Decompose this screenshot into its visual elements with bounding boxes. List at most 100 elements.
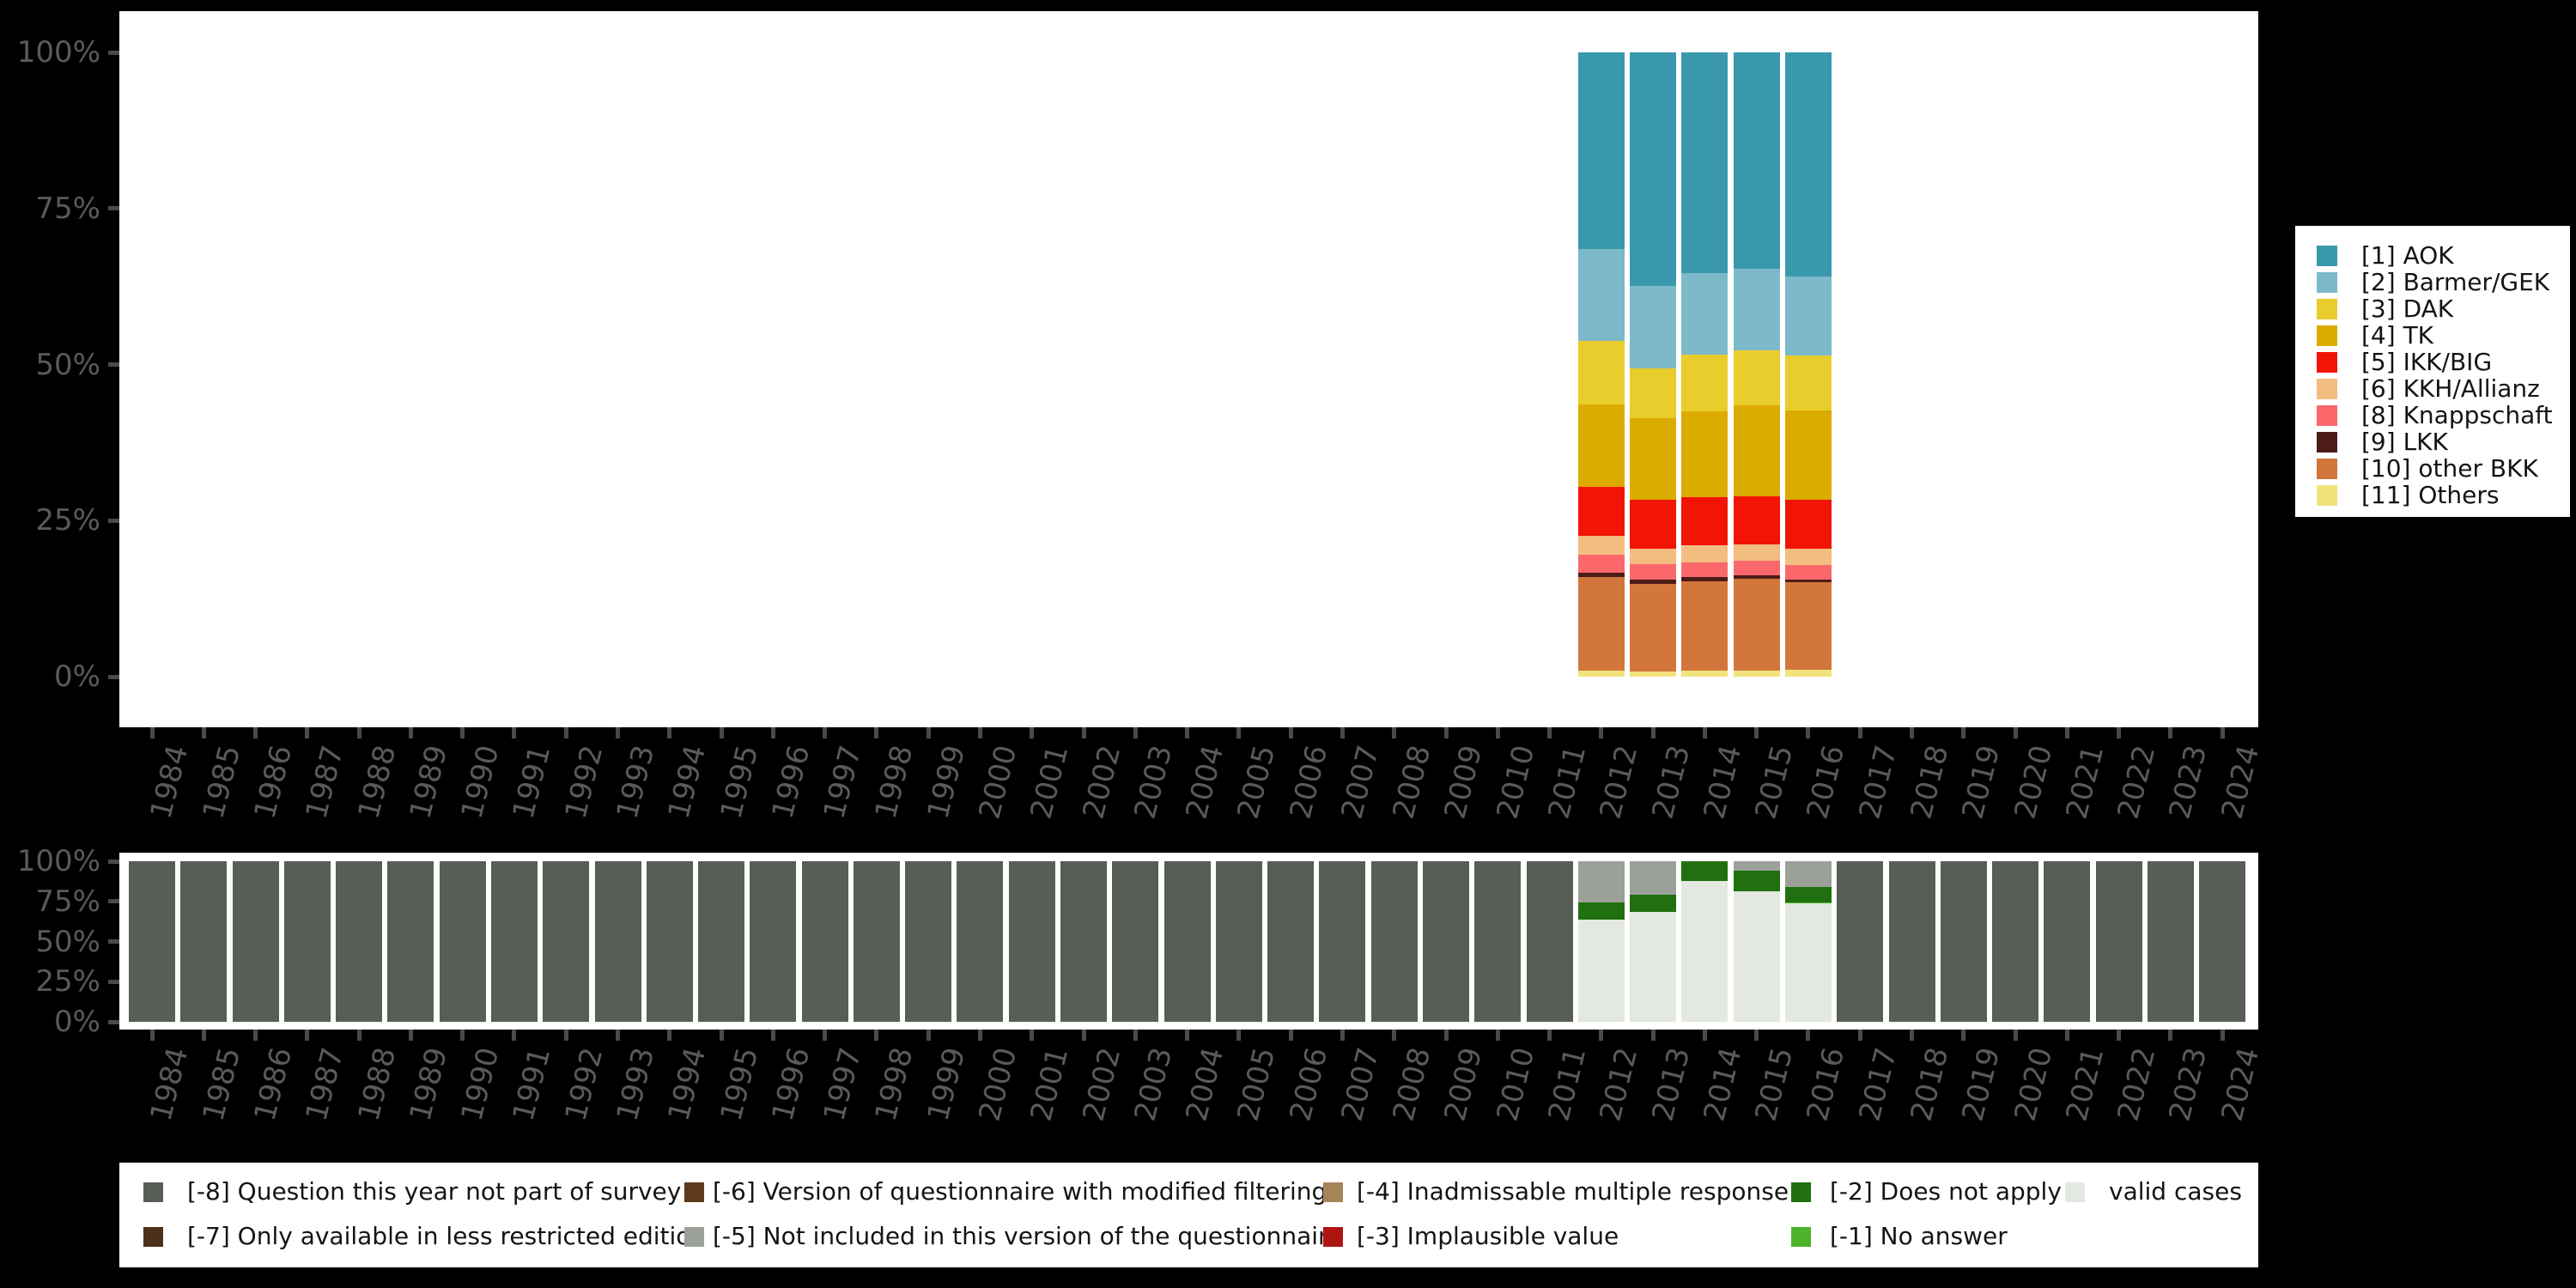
legend-swatch: [1323, 1182, 1343, 1202]
bar-segment: [1577, 920, 1625, 1022]
x-axis-tick: [770, 1030, 775, 1041]
legend-swatch: [2065, 1182, 2085, 1202]
x-axis-tick-label: 2007: [1334, 1044, 1387, 1125]
bar-segment: [1681, 671, 1728, 677]
x-axis-tick-label: 2017: [1852, 1044, 1905, 1125]
legend-label: [-6] Version of questionnaire with modif…: [713, 1177, 1327, 1206]
bar-segment: [1370, 861, 1418, 1022]
stacked-bar-2024: [2199, 861, 2246, 1022]
legend-swatch: [2317, 405, 2337, 426]
stacked-bar-2013: [1630, 52, 1677, 677]
legend-label: [-5] Not included in this version of the…: [713, 1222, 1343, 1250]
bar-segment: [1784, 886, 1832, 902]
y-axis-tick-label: 0%: [54, 659, 100, 694]
x-axis-tick: [1961, 727, 1966, 738]
x-axis-tick: [823, 727, 828, 738]
x-axis-tick: [460, 727, 465, 738]
bar-segment: [1784, 861, 1832, 887]
x-axis-tick: [1081, 1030, 1086, 1041]
bar-segment: [1630, 285, 1677, 368]
bar-segment: [232, 861, 279, 1022]
x-axis-tick: [2013, 727, 2018, 738]
x-axis-tick: [2220, 727, 2225, 738]
bar-segment: [1733, 578, 1780, 671]
legend-label: [10] other BKK: [2361, 454, 2538, 483]
x-axis-tick-label: 1984: [144, 1044, 196, 1125]
x-axis-tick: [1599, 727, 1604, 738]
x-axis-tick-label: 2020: [2008, 1044, 2059, 1125]
bar-segment: [1784, 582, 1832, 670]
bar-segment: [1423, 861, 1469, 1022]
x-axis-tick: [1961, 1030, 1966, 1041]
x-axis-tick: [1030, 727, 1035, 738]
y-axis-tick: [108, 899, 119, 904]
x-axis-tick: [2220, 1030, 2225, 1041]
legend-swatch: [684, 1226, 704, 1247]
x-axis-tick: [2117, 1030, 2122, 1041]
x-axis-tick: [1133, 1030, 1138, 1041]
stacked-bar-1997: [801, 861, 848, 1022]
stacked-bar-2023: [2147, 861, 2194, 1022]
bar-segment: [1837, 861, 1884, 1022]
y-axis-tick-label: 25%: [35, 503, 100, 538]
legend-swatch: [684, 1182, 704, 1202]
bar-segment: [1681, 411, 1728, 498]
bar-segment: [594, 861, 641, 1022]
y-axis-tick: [108, 674, 119, 679]
bar-segment: [1112, 861, 1159, 1022]
stacked-bar-2019: [1940, 861, 1987, 1022]
x-axis-tick: [1081, 727, 1086, 738]
bar-segment: [1630, 52, 1677, 286]
legend-swatch: [2317, 432, 2337, 453]
legend-swatch: [2317, 379, 2337, 399]
x-axis-tick: [512, 1030, 517, 1041]
x-axis-tick: [616, 1030, 621, 1041]
bar-segment: [1784, 548, 1832, 565]
x-axis-tick: [1806, 727, 1811, 738]
bar-segment: [1577, 576, 1625, 671]
stacked-bar-2006: [1267, 861, 1315, 1022]
x-axis-tick-label: 2009: [1438, 1044, 1490, 1125]
y-axis-tick: [108, 979, 119, 984]
bar-segment: [1215, 861, 1262, 1022]
legend-swatch: [2317, 299, 2337, 319]
x-axis-tick-label: 2015: [1748, 1044, 1801, 1125]
bar-segment: [1577, 535, 1625, 556]
y-axis-tick-label: 50%: [35, 347, 100, 382]
bar-segment: [1733, 891, 1780, 1022]
x-axis-tick: [356, 727, 361, 738]
stacked-bar-1987: [283, 861, 331, 1022]
bar-segment: [1733, 575, 1780, 579]
x-axis-tick: [1340, 727, 1345, 738]
bar-segment: [129, 861, 175, 1022]
legend-swatch: [2317, 246, 2337, 266]
bar-segment: [1733, 349, 1780, 405]
bar-segment: [1733, 861, 1780, 872]
bar-segment: [1577, 902, 1625, 920]
x-axis-tick: [1547, 727, 1552, 738]
bar-segment: [1681, 545, 1728, 562]
x-axis-tick: [201, 1030, 206, 1041]
x-axis-tick-label: 2016: [1801, 1044, 1852, 1125]
stacked-bar-2017: [1837, 861, 1884, 1022]
x-axis-tick: [1702, 727, 1707, 738]
x-axis-tick: [1495, 727, 1500, 738]
bar-segment: [180, 861, 228, 1022]
bar-segment: [1733, 52, 1780, 270]
x-axis-tick: [1443, 727, 1449, 738]
legend-swatch: [143, 1182, 163, 1202]
stacked-bar-1994: [646, 861, 693, 1022]
bar-segment: [1577, 486, 1625, 536]
x-axis-tick: [2117, 727, 2122, 738]
y-axis-tick: [108, 50, 119, 55]
stacked-bar-1989: [387, 861, 434, 1022]
legend-label: [-8] Question this year not part of surv…: [187, 1177, 682, 1206]
y-axis-tick-label: 100%: [16, 35, 100, 70]
bar-segment: [1008, 861, 1055, 1022]
bar-segment: [1630, 861, 1677, 896]
x-axis-tick-label: 1991: [507, 1044, 558, 1125]
x-axis-tick-label: 2023: [2162, 1044, 2215, 1125]
stacked-bar-2015: [1733, 52, 1780, 677]
bar-segment: [1784, 580, 1832, 583]
x-axis-tick: [2013, 1030, 2018, 1041]
